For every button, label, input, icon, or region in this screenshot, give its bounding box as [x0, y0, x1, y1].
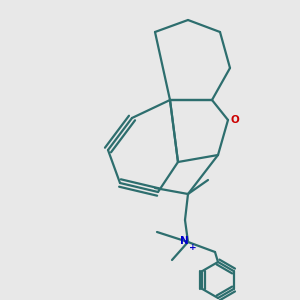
Text: N: N [180, 236, 188, 246]
Text: +: + [189, 244, 197, 253]
Text: O: O [231, 115, 239, 125]
